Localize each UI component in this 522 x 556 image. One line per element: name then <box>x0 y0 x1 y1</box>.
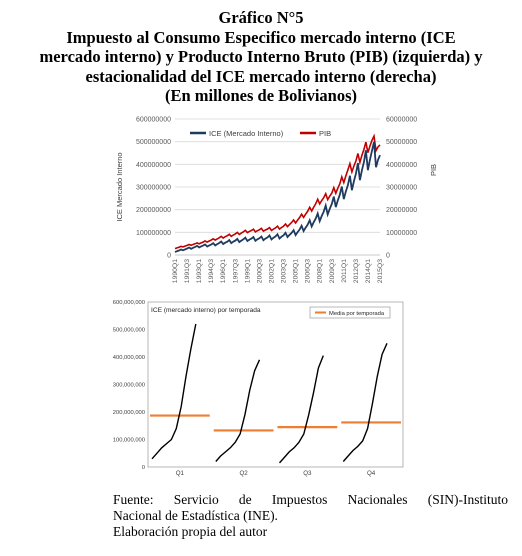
chart-1-x-tick-label: 1999Q1 <box>244 259 251 283</box>
chart-1-y2-tick-label: 0 <box>386 253 390 260</box>
chart-1-series-pib-line <box>174 133 381 250</box>
chart-1-legend-pib-label: PIB <box>319 129 331 138</box>
chart-1-y2-tick-label: 40000000 <box>386 162 417 169</box>
chart-2-y-tick-label: 300,000,000 <box>113 383 145 389</box>
chart-1-x-tick-label: 2005Q1 <box>293 259 300 283</box>
chart-2-x-tick-label: Q3 <box>303 470 312 477</box>
chart-1-x-tick-label: 1997Q3 <box>232 259 239 283</box>
chart-2-x-tick-label: Q1 <box>176 470 185 477</box>
figure-title-line-2: mercado interno) y Producto Interno Brut… <box>39 47 483 66</box>
chart-2-y-tick-label: 200,000,000 <box>113 410 145 416</box>
chart-2-y-tick-label: 100,000,000 <box>113 438 145 444</box>
source-line-2: Nacional de Estadística (INE). <box>113 508 278 523</box>
chart-2-legend-box <box>309 306 391 319</box>
chart-1-y2-axis-title: PIB <box>429 164 438 176</box>
chart-1-x-tick-label: 2011Q1 <box>341 259 348 283</box>
chart-2-y-tick-label: 400,000,000 <box>113 355 145 361</box>
chart-2-quarter-curve-q4 <box>342 343 388 462</box>
chart-1-x-tick-label: 2000Q3 <box>256 259 263 283</box>
chart-1-x-tick-label: 2006Q3 <box>305 259 312 283</box>
chart-1-legend-ice-label: ICE (Mercado Interno) <box>209 129 284 138</box>
chart-2-quarter-curve-q1 <box>151 323 197 460</box>
chart-1-y2-tick-label: 20000000 <box>386 207 417 214</box>
chart-1-y-tick-label: 200000000 <box>136 207 171 214</box>
chart-2-y-tick-label: 0 <box>142 465 145 471</box>
chart-1-y-tick-label: 500000000 <box>136 139 171 146</box>
chart-2-y-tick-label: 600,000,000 <box>113 300 145 306</box>
source-line-3: Elaboración propia del autor <box>113 524 268 539</box>
chart-1-x-tick-label: 2014Q1 <box>365 259 372 283</box>
chart-1-x-tick-label: 2002Q1 <box>268 259 275 283</box>
chart-1-x-tick-label: 2009Q3 <box>329 259 336 283</box>
chart-2-legend-label: Media por temporada <box>329 311 385 317</box>
chart-2-x-tick-label: Q2 <box>239 470 248 477</box>
chart-2-plot-frame <box>147 301 404 468</box>
chart-2-group: 0 100,000,000 200,000,000 300,000,000 400,00… <box>113 300 404 477</box>
chart-1-y2-tick-label: 30000000 <box>386 185 417 192</box>
chart-1-y2-tick-label: 10000000 <box>386 230 417 237</box>
figure-title-line-1: Impuesto al Consumo Especifico mercado i… <box>66 27 456 47</box>
chart-1-x-tick-label: 1996Q1 <box>220 259 227 283</box>
chart-1-y-tick-label: 300000000 <box>136 185 171 192</box>
chart-1-y-axis-title: ICE Mercado Interno <box>115 152 124 221</box>
figure-heading: Gráfico N°5 Impuesto al Consumo Especifi… <box>0 8 522 106</box>
chart-2-quarter-curve-q3 <box>278 355 324 464</box>
chart-1-y-tick-label: 600000000 <box>136 117 171 124</box>
chart-2-x-tick-label: Q4 <box>367 470 376 477</box>
source-line-1: Fuente: Servicio de Impuestos Nacionales… <box>113 492 508 507</box>
chart-1-y-tick-label: 100000000 <box>136 230 171 237</box>
figure-units: (En millones de Bolivianos) <box>164 86 358 105</box>
chart-1-y-tick-label: 0 <box>167 253 171 260</box>
chart-1-x-tick-label: 1991Q3 <box>184 259 191 283</box>
chart-1-x-tick-label: 1990Q1 <box>172 259 179 283</box>
chart-1-x-tick-label: 2012Q3 <box>353 259 360 283</box>
chart-2-y-tick-label: 500,000,000 <box>113 328 145 334</box>
chart-1-x-tick-label: 2015Q3 <box>377 259 384 283</box>
chart-1-group: 0100000000200000000300000000400000000500… <box>115 117 438 284</box>
chart-1-x-tick-label: 2003Q3 <box>281 259 288 283</box>
figure-number: Gráfico N°5 <box>218 8 304 27</box>
chart-1-series-ice-line <box>174 141 381 253</box>
chart-1-x-tick-label: 2008Q1 <box>317 259 324 283</box>
chart-1-x-tick-label: 1994Q3 <box>208 259 215 283</box>
figure-title-line-3: estacionalidad del ICE mercado interno (… <box>85 66 437 86</box>
chart-1-y-tick-label: 400000000 <box>136 162 171 169</box>
chart-2-title: ICE (mercado interno) por temporada <box>151 307 261 314</box>
chart-1-y2-tick-label: 60000000 <box>386 117 417 124</box>
source-note: Fuente: Servicio de Impuestos Nacionales… <box>113 492 508 540</box>
chart-1-y2-tick-label: 50000000 <box>386 139 417 146</box>
chart-2-quarter-curve-q2 <box>215 359 261 462</box>
chart-1-x-tick-label: 1993Q1 <box>196 259 203 283</box>
